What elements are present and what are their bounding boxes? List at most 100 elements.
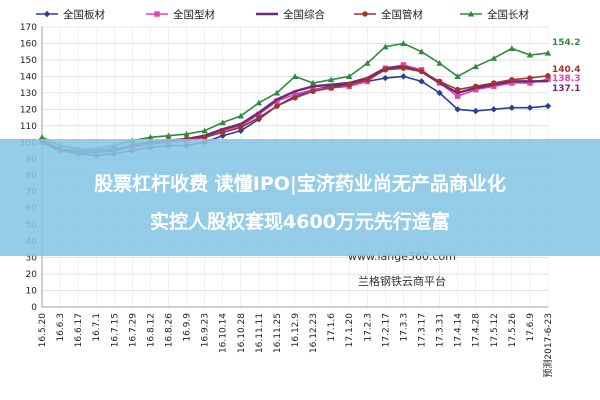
x-tick-label: 16.7.29 xyxy=(128,313,138,348)
x-tick-label: 预测2017-6-23 xyxy=(543,313,554,378)
x-tick-label: 17.4.28 xyxy=(472,313,482,348)
x-tick-label: 17.1.6 xyxy=(327,313,337,342)
data-point xyxy=(183,130,190,137)
x-tick-label: 16.7.15 xyxy=(110,313,120,347)
x-tick-label: 17.3.3 xyxy=(399,313,409,342)
x-tick-label: 16.6.17 xyxy=(74,313,84,347)
data-point xyxy=(237,112,244,119)
data-point xyxy=(382,67,389,73)
x-tick-label: 16.8.26 xyxy=(165,313,175,348)
data-point xyxy=(255,99,263,106)
x-tick-label: 17.2.3 xyxy=(363,313,373,342)
legend-item: 全国板材 xyxy=(36,8,105,21)
data-point xyxy=(43,10,51,18)
data-point xyxy=(201,127,208,134)
x-tick-label: 16.5.20 xyxy=(38,313,48,348)
y-tick-label: 20 xyxy=(26,270,38,280)
x-tick-label: 16.12.23 xyxy=(309,313,319,353)
legend-label: 全国板材 xyxy=(63,8,105,21)
data-point xyxy=(491,83,497,90)
x-tick-label: 17.6.9 xyxy=(526,313,536,342)
x-axis: 16.5.20 16.6.3 16.6.17 16.7.1 16.7.15 16.7.29… xyxy=(38,313,554,378)
data-point xyxy=(256,111,262,118)
data-point xyxy=(382,74,389,82)
data-point xyxy=(382,43,389,50)
data-point xyxy=(400,62,407,68)
legend-label: 全国长材 xyxy=(487,8,529,21)
x-tick-label: 16.7.1 xyxy=(92,313,102,342)
data-point xyxy=(292,91,298,98)
data-point xyxy=(309,79,317,86)
x-tick-label: 16.9.9 xyxy=(183,313,193,342)
data-point xyxy=(274,103,280,109)
x-tick-label: 17.4.14 xyxy=(454,313,464,348)
data-point xyxy=(509,76,515,83)
data-point xyxy=(400,40,407,47)
data-point xyxy=(545,76,551,82)
data-point xyxy=(545,73,551,79)
x-tick-label: 17.5.12 xyxy=(490,313,500,347)
data-point xyxy=(201,134,208,141)
data-point xyxy=(364,60,371,66)
data-point xyxy=(526,51,534,58)
data-point xyxy=(219,129,226,136)
data-point xyxy=(526,104,534,111)
data-point xyxy=(454,93,461,99)
data-point xyxy=(544,102,552,110)
headline-banner xyxy=(0,139,600,256)
y-tick-label: 10 xyxy=(26,287,38,297)
end-value-label: 154.2 xyxy=(552,38,580,48)
data-point xyxy=(219,119,226,126)
x-tick-label: 16.10.14 xyxy=(219,313,229,353)
legend: 全国板材 全国型材 全国综合 全国管材 全国长材 xyxy=(36,8,529,21)
y-tick-label: 30 xyxy=(26,254,38,264)
data-point xyxy=(436,60,443,66)
data-point xyxy=(490,55,497,61)
data-point xyxy=(346,81,352,88)
data-point xyxy=(346,73,353,79)
legend-label: 全国型材 xyxy=(173,8,215,21)
data-point xyxy=(472,63,479,70)
data-point xyxy=(508,45,516,51)
data-point xyxy=(400,73,407,80)
end-value-label: 138.3 xyxy=(552,74,580,84)
data-point xyxy=(147,134,154,140)
data-point xyxy=(328,85,334,91)
x-tick-label: 17.5.26 xyxy=(508,313,518,348)
data-point xyxy=(527,80,533,86)
x-tick-label: 16.11.25 xyxy=(273,313,283,353)
end-value-label: 140.4 xyxy=(552,65,580,75)
x-tick-label: 16.12.9 xyxy=(291,313,301,348)
data-point xyxy=(472,83,479,90)
data-point xyxy=(454,86,461,93)
x-tick-label: 16.9.23 xyxy=(201,313,211,347)
data-point xyxy=(491,80,497,86)
data-point xyxy=(467,10,475,17)
data-point xyxy=(454,73,461,79)
legend-label: 全国综合 xyxy=(283,8,325,21)
data-point xyxy=(400,65,407,71)
data-point xyxy=(165,132,172,139)
data-point xyxy=(327,76,335,83)
legend-item: 全国长材 xyxy=(460,8,529,21)
x-tick-label: 16.8.12 xyxy=(146,313,156,347)
data-point xyxy=(418,78,425,85)
data-point xyxy=(154,11,160,17)
y-tick-label: 130 xyxy=(20,89,37,99)
data-point xyxy=(310,88,316,94)
data-point xyxy=(454,106,461,113)
x-tick-label: 17.1.20 xyxy=(345,313,355,348)
watermark-brand: 兰格钢铁云商平台 xyxy=(358,274,446,288)
y-tick-label: 120 xyxy=(20,105,37,115)
legend-item: 全国型材 xyxy=(146,8,215,21)
y-tick-label: 140 xyxy=(20,72,37,82)
data-point xyxy=(436,78,443,85)
y-tick-label: 160 xyxy=(20,39,37,49)
data-point xyxy=(436,89,443,97)
headline-line-2: 实控人股权套现4600万元先行造富 xyxy=(150,210,450,233)
y-tick-label: 0 xyxy=(31,303,37,313)
data-point xyxy=(490,106,497,113)
data-point xyxy=(256,114,262,121)
data-point xyxy=(509,80,515,86)
